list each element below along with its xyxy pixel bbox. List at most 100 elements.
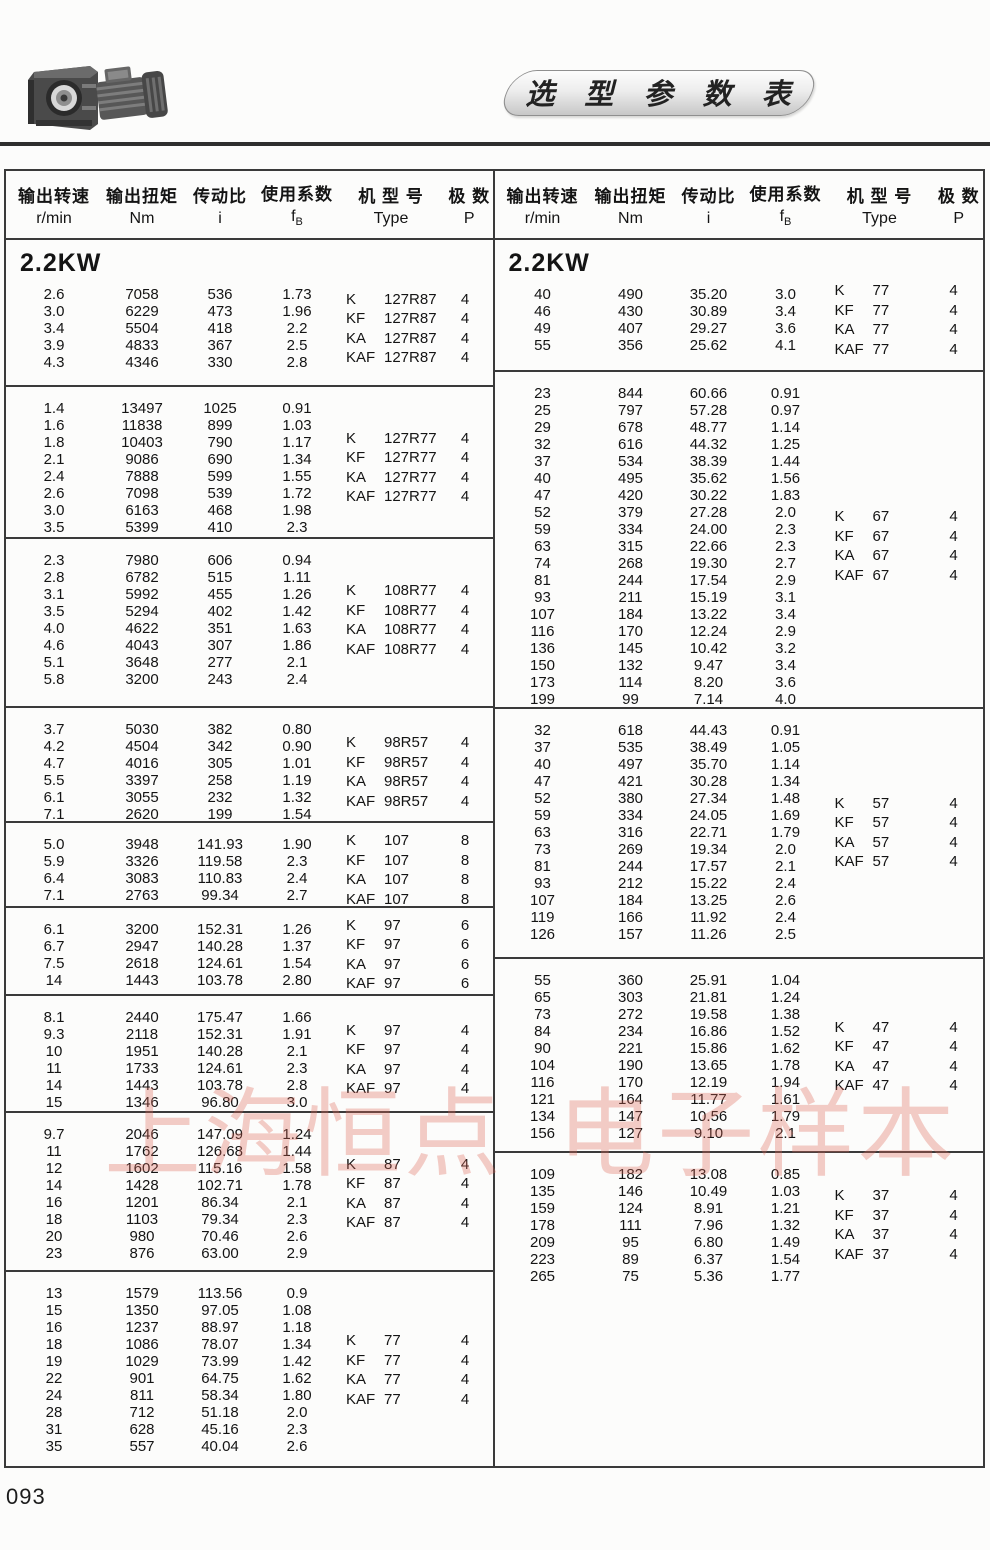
type-line: KAF 97 6 — [346, 974, 478, 993]
cell-factor: 1.26 — [282, 586, 312, 604]
type-model: 47 — [872, 1018, 890, 1036]
cell-factor: 4.1 — [775, 337, 796, 354]
cell-torque: 234 — [617, 1022, 644, 1040]
cell-torque: 146 — [617, 1182, 644, 1200]
cell-torque: 797 — [617, 401, 644, 419]
cell-ratio: 63.00 — [201, 1244, 239, 1262]
type-block: K 87 4 KF 87 4 KA 87 4 KAF 87 4 — [346, 1155, 478, 1233]
table-row: 65 303 21.81 1.24 — [495, 989, 825, 1006]
type-line: KAF 97 4 — [346, 1079, 478, 1099]
cell-factor: 2.5 — [775, 926, 796, 944]
data-rows: 6.1 3200 152.31 1.26 6.7 2947 140.28 1.37 7.5 261… — [6, 921, 336, 989]
cell-speed: 2.8 — [43, 569, 65, 587]
cell-ratio: 12.19 — [689, 1073, 728, 1091]
table-row: 2.3 7980 606 0.94 — [6, 552, 336, 569]
cell-ratio: 5.36 — [693, 1267, 724, 1285]
cell-ratio: 13.65 — [689, 1056, 728, 1074]
parameter-group: 55 360 25.91 1.04 65 303 21.81 1.24 73 272 19.58 1.… — [494, 956, 983, 1151]
cell-factor: 1.77 — [770, 1267, 801, 1285]
cell-ratio: 110.83 — [197, 870, 243, 888]
cell-factor: 1.38 — [770, 1005, 801, 1023]
type-block: K 127R87 4 KF 127R87 4 KA 127R87 4 KAF 127R87 4 — [346, 290, 478, 368]
col-type-unit: Type — [862, 209, 897, 227]
type-line: KA 67 4 — [835, 546, 967, 566]
type-block: K 77 4 KF 77 4 KA 77 4 KAF 77 4 — [346, 1331, 478, 1409]
poles-value: 4 — [460, 582, 470, 600]
table-row: 265 75 5.36 1.77 — [495, 1268, 825, 1285]
cell-torque: 4833 — [125, 337, 159, 354]
cell-ratio: 11.92 — [690, 909, 727, 927]
cell-torque: 127 — [617, 1124, 644, 1142]
type-prefix: K — [346, 429, 357, 447]
cell-torque: 132 — [617, 656, 644, 674]
table-row: 11 1762 126.68 1.44 — [6, 1143, 336, 1160]
cell-torque: 380 — [617, 790, 644, 808]
table-row: 11 1733 124.61 2.3 — [6, 1060, 336, 1077]
type-block: K 57 4 KF 57 4 KA 57 4 KAF 57 4 — [835, 794, 967, 872]
data-rows: 5.0 3948 141.93 1.90 5.9 3326 119.58 2.3 6.4 3083… — [6, 836, 336, 904]
cell-speed: 104 — [529, 1056, 556, 1074]
cell-ratio: 22.66 — [689, 537, 728, 555]
cell-factor: 1.96 — [282, 303, 312, 320]
poles-value: 4 — [460, 310, 470, 327]
cell-factor: 0.85 — [770, 1165, 801, 1183]
table-row: 3.9 4833 367 2.5 — [6, 337, 336, 354]
cell-torque: 147 — [617, 1107, 644, 1125]
cell-factor: 1.56 — [770, 469, 801, 487]
col-speed-unit: r/min — [524, 209, 561, 227]
type-prefix: KA — [346, 329, 367, 347]
cell-torque: 3948 — [125, 836, 159, 854]
cell-speed: 5.1 — [43, 654, 65, 672]
type-block: K 77 4 KF 77 4 KA 77 4 KAF 77 4 — [835, 281, 967, 359]
cell-factor: 2.6 — [286, 1227, 308, 1245]
poles-value: 4 — [949, 301, 958, 319]
cell-torque: 1237 — [125, 1319, 159, 1337]
cell-torque: 272 — [617, 1005, 644, 1023]
cell-ratio: 27.34 — [689, 790, 728, 808]
cell-torque: 334 — [617, 807, 644, 825]
parameter-group: 32 618 44.43 0.91 37 535 38.49 1.05 40 497 35.70 1.… — [494, 707, 983, 957]
type-line: KF 97 4 — [346, 1040, 478, 1060]
cell-factor: 0.90 — [282, 738, 312, 756]
type-line: KAF 107 8 — [346, 890, 478, 906]
type-model: 67 — [872, 508, 890, 526]
type-line: KAF 77 4 — [346, 1390, 478, 1410]
cell-speed: 156 — [529, 1124, 556, 1142]
cell-speed: 116 — [530, 622, 555, 640]
selection-tables: 输出转速 r/min 输出扭矩 Nm 传动比 i 使用系数 fB 机 型 号 T… — [4, 169, 985, 1468]
cell-factor: 1.42 — [282, 1353, 312, 1371]
cell-torque: 184 — [617, 892, 644, 910]
cell-factor: 1.42 — [282, 603, 312, 621]
table-row: 116 170 12.24 2.9 — [495, 623, 825, 640]
poles-value: 8 — [460, 851, 470, 869]
table-row: 7.1 2620 199 1.54 — [6, 806, 336, 821]
cell-speed: 7.5 — [43, 954, 65, 972]
table-row: 31 628 45.16 2.3 — [6, 1421, 336, 1438]
cell-speed: 40 — [534, 756, 551, 774]
cell-torque: 1579 — [125, 1285, 159, 1303]
type-model: 127R87 — [384, 349, 437, 366]
type-line: KAF 57 4 — [835, 852, 967, 872]
type-line: K 98R57 4 — [346, 733, 478, 753]
type-model: 127R87 — [384, 329, 437, 347]
poles-value: 4 — [460, 468, 470, 486]
cell-torque: 2118 — [125, 1025, 159, 1043]
table-row: 6.1 3200 152.31 1.26 — [6, 921, 336, 938]
col-poles-cn: 极 数 — [937, 186, 980, 206]
cell-torque: 534 — [617, 452, 644, 470]
cell-torque: 7888 — [125, 467, 159, 485]
table-row: 40 490 35.20 3.0 — [495, 286, 825, 303]
cell-speed: 20 — [45, 1227, 63, 1245]
poles-value: 8 — [460, 871, 470, 889]
type-model: 37 — [872, 1187, 890, 1205]
col-speed-cn: 输出转速 — [18, 186, 90, 206]
data-rows: 2.3 7980 606 0.94 2.8 6782 515 1.11 3.1 5992 455 1.… — [6, 552, 336, 688]
cell-torque: 244 — [617, 571, 644, 589]
cell-speed: 4.7 — [43, 755, 65, 773]
poles-value: 4 — [460, 1080, 470, 1098]
table-row: 107 184 13.22 3.4 — [495, 606, 825, 623]
cell-factor: 0.9 — [286, 1285, 308, 1303]
table-row: 84 234 16.86 1.52 — [495, 1023, 825, 1040]
cell-factor: 2.3 — [286, 853, 308, 871]
type-model: 87 — [384, 1175, 401, 1193]
